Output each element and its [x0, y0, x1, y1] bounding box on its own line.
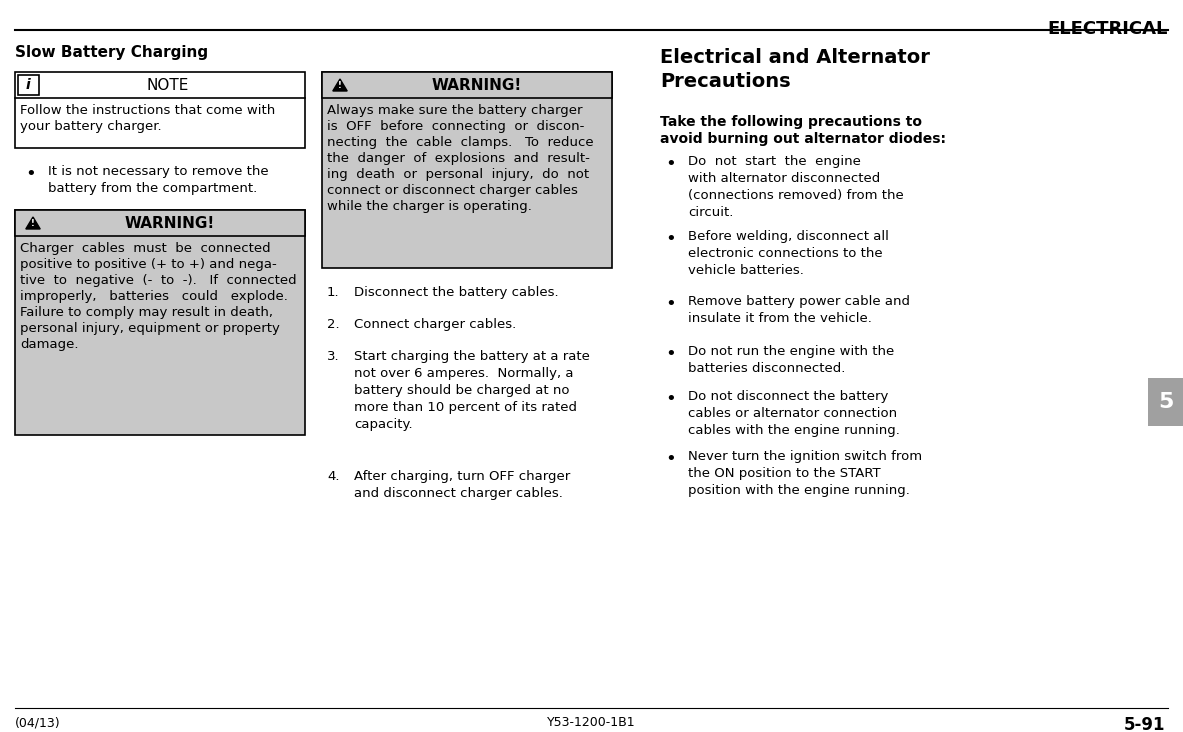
Text: capacity.: capacity.: [354, 418, 413, 431]
Text: positive to positive (+ to +) and nega-: positive to positive (+ to +) and nega-: [20, 258, 277, 271]
Text: •: •: [665, 345, 675, 363]
Text: 3.: 3.: [327, 350, 340, 363]
Bar: [322, 72, 612, 98]
Text: (connections removed) from the: (connections removed) from the: [689, 189, 904, 202]
Bar: [15, 210, 305, 435]
Text: Y53-1200-1B1: Y53-1200-1B1: [547, 716, 635, 729]
Text: Electrical and Alternator: Electrical and Alternator: [660, 48, 930, 67]
Text: batteries disconnected.: batteries disconnected.: [689, 362, 846, 375]
Text: •: •: [25, 165, 35, 183]
Text: Disconnect the battery cables.: Disconnect the battery cables.: [354, 286, 558, 299]
Text: position with the engine running.: position with the engine running.: [689, 484, 910, 497]
Text: Start charging the battery at a rate: Start charging the battery at a rate: [354, 350, 590, 363]
Text: Precautions: Precautions: [660, 72, 790, 91]
Text: damage.: damage.: [20, 338, 78, 351]
Text: 5-91: 5-91: [1124, 716, 1165, 732]
Text: Slow Battery Charging: Slow Battery Charging: [15, 45, 208, 60]
Text: WARNING!: WARNING!: [432, 78, 522, 92]
Text: with alternator disconnected: with alternator disconnected: [689, 172, 880, 185]
Text: Do not disconnect the battery: Do not disconnect the battery: [689, 390, 888, 403]
Text: Failure to comply may result in death,: Failure to comply may result in death,: [20, 306, 273, 319]
Text: avoid burning out alternator diodes:: avoid burning out alternator diodes:: [660, 132, 946, 146]
Polygon shape: [26, 217, 40, 229]
Bar: [322, 72, 612, 268]
Text: Always make sure the battery charger: Always make sure the battery charger: [327, 104, 582, 117]
Text: the  danger  of  explosions  and  result-: the danger of explosions and result-: [327, 152, 590, 165]
Text: is  OFF  before  connecting  or  discon-: is OFF before connecting or discon-: [327, 120, 584, 133]
Text: i: i: [26, 78, 31, 92]
Text: 5: 5: [1158, 392, 1174, 412]
Text: Connect charger cables.: Connect charger cables.: [354, 318, 516, 331]
Polygon shape: [332, 79, 347, 91]
Text: Charger  cables  must  be  connected: Charger cables must be connected: [20, 242, 271, 255]
Text: cables with the engine running.: cables with the engine running.: [689, 424, 900, 437]
Text: vehicle batteries.: vehicle batteries.: [689, 264, 804, 277]
Text: your battery charger.: your battery charger.: [20, 120, 162, 133]
Bar: [15, 72, 305, 148]
Text: WARNING!: WARNING!: [125, 215, 215, 231]
Text: (04/13): (04/13): [15, 716, 60, 729]
Bar: [18, 75, 39, 95]
Text: battery should be charged at no: battery should be charged at no: [354, 384, 569, 397]
Text: NOTE: NOTE: [147, 78, 189, 92]
Text: more than 10 percent of its rated: more than 10 percent of its rated: [354, 401, 577, 414]
Text: Before welding, disconnect all: Before welding, disconnect all: [689, 230, 888, 243]
Text: •: •: [665, 450, 675, 468]
Text: ELECTRICAL: ELECTRICAL: [1048, 20, 1168, 38]
Text: Remove battery power cable and: Remove battery power cable and: [689, 295, 910, 308]
Text: After charging, turn OFF charger: After charging, turn OFF charger: [354, 470, 570, 483]
Text: Take the following precautions to: Take the following precautions to: [660, 115, 922, 129]
Text: Follow the instructions that come with: Follow the instructions that come with: [20, 104, 276, 117]
Text: •: •: [665, 295, 675, 313]
Text: 1.: 1.: [327, 286, 340, 299]
Bar: [1148, 378, 1183, 426]
Text: not over 6 amperes.  Normally, a: not over 6 amperes. Normally, a: [354, 367, 574, 380]
Text: •: •: [665, 390, 675, 408]
Text: personal injury, equipment or property: personal injury, equipment or property: [20, 322, 280, 335]
Text: •: •: [665, 230, 675, 248]
Text: !: !: [31, 220, 35, 228]
Text: tive  to  negative  (-  to  -).   If  connected: tive to negative (- to -). If connected: [20, 274, 297, 287]
Text: the ON position to the START: the ON position to the START: [689, 467, 880, 480]
Text: cables or alternator connection: cables or alternator connection: [689, 407, 897, 420]
Text: electronic connections to the: electronic connections to the: [689, 247, 883, 260]
Text: battery from the compartment.: battery from the compartment.: [49, 182, 257, 195]
Text: insulate it from the vehicle.: insulate it from the vehicle.: [689, 312, 872, 325]
Text: It is not necessary to remove the: It is not necessary to remove the: [49, 165, 269, 178]
Text: 4.: 4.: [327, 470, 340, 483]
Text: •: •: [665, 155, 675, 173]
Text: Never turn the ignition switch from: Never turn the ignition switch from: [689, 450, 922, 463]
Text: Do  not  start  the  engine: Do not start the engine: [689, 155, 861, 168]
Text: 2.: 2.: [327, 318, 340, 331]
Text: necting  the  cable  clamps.   To  reduce: necting the cable clamps. To reduce: [327, 136, 594, 149]
Text: and disconnect charger cables.: and disconnect charger cables.: [354, 487, 563, 500]
Text: connect or disconnect charger cables: connect or disconnect charger cables: [327, 184, 577, 197]
Bar: [15, 210, 305, 236]
Text: Do not run the engine with the: Do not run the engine with the: [689, 345, 894, 358]
Text: ing  death  or  personal  injury,  do  not: ing death or personal injury, do not: [327, 168, 589, 181]
Text: improperly,   batteries   could   explode.: improperly, batteries could explode.: [20, 290, 287, 303]
Text: while the charger is operating.: while the charger is operating.: [327, 200, 532, 213]
Text: !: !: [338, 81, 342, 91]
Text: circuit.: circuit.: [689, 206, 733, 219]
